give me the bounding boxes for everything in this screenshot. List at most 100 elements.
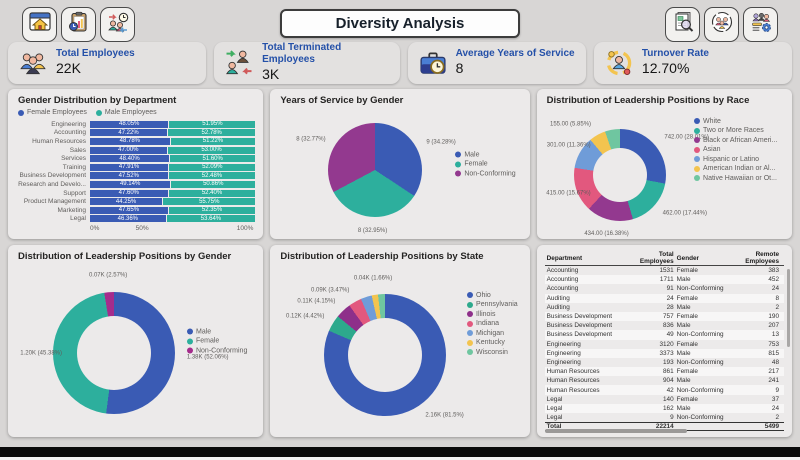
card-years-of-service-by-gender: Years of Service by Gender 9 (34.28%) 8 (… <box>270 89 530 239</box>
legend-item[interactable]: Ohio <box>467 292 518 299</box>
table-row[interactable]: Accounting 91 Non-Conforming 24 <box>545 284 784 293</box>
report-button[interactable] <box>61 7 96 42</box>
table-row[interactable]: Accounting 1531 Female 383 <box>545 266 784 275</box>
legend-item[interactable]: Kentucky <box>467 339 518 346</box>
bar-segment[interactable]: 48.40% <box>90 155 171 163</box>
bar-segment[interactable]: 47.91% <box>90 163 170 171</box>
legend-item[interactable]: Female <box>186 338 247 345</box>
bar-segment[interactable]: 53.64% <box>166 215 256 223</box>
legend-item[interactable]: Black or African Ameri... <box>694 137 786 144</box>
pie-data-label: 0.09K (3.47%) <box>311 287 350 294</box>
bar-segment[interactable]: 52.35% <box>168 206 256 214</box>
diversity-circle-button[interactable] <box>704 7 739 42</box>
bar-x-axis: 0% 50% 100% <box>8 223 263 232</box>
bar-value-label: 52.78% <box>201 129 222 136</box>
legend-label: Wisconsin <box>476 348 508 356</box>
legend-dot <box>95 109 102 116</box>
bar-category-label: Business Development <box>19 172 86 180</box>
home-button[interactable] <box>22 7 57 42</box>
document-search-button[interactable] <box>665 7 700 42</box>
table-row[interactable]: Human Resources 904 Male 241 <box>545 376 784 385</box>
table-row[interactable]: Human Resources 42 Non-Conforming 9 <box>544 385 785 395</box>
bar-segment[interactable]: 47.60% <box>90 189 169 197</box>
table-cell: 91 <box>666 285 674 293</box>
legend-item[interactable]: American Indian or Al... <box>694 165 786 172</box>
legend-label: Illinois <box>476 310 496 318</box>
bar-category-label: Accounting <box>53 129 86 137</box>
table-vertical-scrollbar[interactable] <box>786 269 791 347</box>
pie-chart[interactable] <box>328 123 423 217</box>
bar-segment[interactable]: 52.48% <box>168 172 256 180</box>
x-tick: 50% <box>135 225 149 233</box>
bar-segment[interactable]: 52.09% <box>169 163 256 171</box>
table-row[interactable]: Human Resources 861 Female 217 <box>544 367 785 377</box>
bar-value-label: 51.60% <box>202 155 223 162</box>
bar-segment[interactable]: 52.40% <box>168 189 256 197</box>
bar-value-label: 53.00% <box>201 147 222 154</box>
legend-item[interactable]: Asian <box>694 146 786 153</box>
bar-category-label: Marketing <box>57 206 86 214</box>
donut-legend: White Two or More Races Black or African A… <box>694 115 786 184</box>
bar-segment[interactable]: 47.22% <box>90 129 169 137</box>
table-row[interactable]: Legal 9 Non-Conforming 2 <box>545 413 784 422</box>
table-row[interactable]: Accounting 1711 Male 452 <box>544 275 785 285</box>
bar-chart-legend: Female Employees Male Employees <box>8 106 263 116</box>
legend-item[interactable]: Wisconsin <box>467 349 518 356</box>
legend-dot <box>467 311 474 317</box>
table-row[interactable]: Auditing 24 Female 8 <box>544 293 785 303</box>
legend-item[interactable]: Male <box>186 328 247 335</box>
donut-legend: Ohio Pennsylvania Illinois Indiana Michigan K… <box>467 289 518 358</box>
table-row[interactable]: Legal 140 Female 37 <box>545 395 784 404</box>
table-row[interactable]: Business Development 836 Male 207 <box>545 321 784 330</box>
legend-item[interactable]: Pennsylvania <box>467 301 518 308</box>
legend-item[interactable]: Michigan <box>467 330 518 337</box>
bar-segment[interactable]: 47.00% <box>90 146 168 154</box>
bar-segment[interactable]: 47.52% <box>90 172 169 180</box>
legend-item[interactable]: Illinois <box>467 311 518 318</box>
legend-item[interactable]: Non-Conforming <box>455 170 516 177</box>
legend-dot <box>694 127 701 134</box>
legend-item[interactable]: White <box>694 118 786 125</box>
table-row[interactable]: Business Development 757 Female 190 <box>544 311 785 322</box>
table-cell: 9 <box>670 414 674 422</box>
team-settings-button[interactable] <box>743 7 778 42</box>
bar-segment[interactable]: 44.25% <box>90 198 164 206</box>
table-horizontal-scrollbar[interactable] <box>544 429 687 433</box>
table-row[interactable]: Auditing 28 Male 2 <box>545 303 784 312</box>
bar-segment[interactable]: 55.75% <box>163 198 256 206</box>
bar-segment[interactable]: 46.36% <box>90 215 167 223</box>
legend-item[interactable]: Non-Conforming <box>186 347 247 354</box>
legend-dot <box>694 118 701 124</box>
bar-segment[interactable]: 48.78% <box>90 137 171 145</box>
legend-item[interactable]: Female <box>455 161 515 168</box>
legend-item[interactable]: Male <box>455 151 515 158</box>
legend-item[interactable]: Native Hawaiian or Ot... <box>694 175 786 182</box>
bar-track: 49.14% 50.86% <box>90 180 256 188</box>
bar-segment[interactable]: 52.78% <box>168 129 256 137</box>
legend-item[interactable]: Male Employees <box>95 109 157 116</box>
table-row[interactable]: Engineering 193 Non-Conforming 48 <box>545 358 784 367</box>
bar-segment[interactable]: 51.22% <box>170 137 256 145</box>
table-row[interactable]: Engineering 3373 Male 815 <box>544 348 785 358</box>
bar-value-label: 47.60% <box>118 190 140 197</box>
legend-item[interactable]: Indiana <box>467 320 518 327</box>
table-row[interactable]: Business Development 49 Non-Conforming 13 <box>544 330 785 340</box>
table-header-row[interactable]: Department Total Employees Gender Remote Em… <box>544 251 785 266</box>
bar-segment[interactable]: 51.95% <box>169 120 256 128</box>
bar-segment[interactable]: 48.05% <box>90 120 170 128</box>
bar-segment[interactable]: 50.86% <box>171 180 256 188</box>
workforce-time-button[interactable] <box>100 7 135 42</box>
bar-segment[interactable]: 49.14% <box>90 180 172 188</box>
legend-item[interactable]: Female Employees <box>18 109 87 116</box>
table-cell: Engineering <box>546 358 581 366</box>
legend-item[interactable]: Hispanic or Latino <box>694 156 786 163</box>
legend-item[interactable]: Two or More Races <box>694 127 786 134</box>
table-cell: 2 <box>775 414 780 422</box>
table-row[interactable]: Legal 162 Male 24 <box>544 403 785 413</box>
bar-segment[interactable]: 53.00% <box>167 146 256 154</box>
table-cell: 207 <box>768 322 780 330</box>
table-cell: Non-Conforming <box>676 331 724 339</box>
table-row[interactable]: Engineering 3120 Female 753 <box>545 340 784 349</box>
bar-segment[interactable]: 51.60% <box>170 155 256 163</box>
bar-segment[interactable]: 47.65% <box>90 206 169 214</box>
